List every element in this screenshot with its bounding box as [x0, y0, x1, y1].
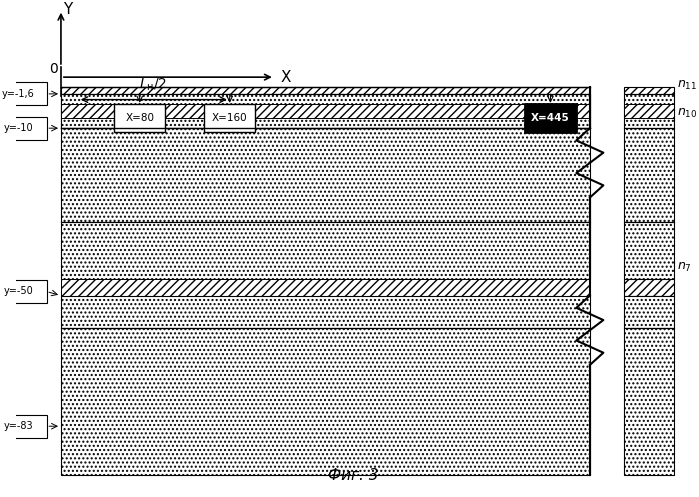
FancyBboxPatch shape: [61, 296, 590, 328]
FancyBboxPatch shape: [624, 128, 675, 222]
FancyBboxPatch shape: [115, 104, 165, 132]
FancyBboxPatch shape: [624, 104, 675, 118]
FancyBboxPatch shape: [61, 328, 590, 475]
Text: $n_{11}$: $n_{11}$: [677, 79, 697, 92]
Text: y=-10: y=-10: [3, 123, 33, 133]
FancyBboxPatch shape: [0, 117, 47, 140]
FancyBboxPatch shape: [624, 296, 675, 328]
Text: $n_7$: $n_7$: [677, 260, 691, 273]
FancyBboxPatch shape: [624, 87, 675, 94]
FancyBboxPatch shape: [624, 279, 675, 296]
FancyBboxPatch shape: [61, 128, 590, 222]
Text: X: X: [280, 70, 291, 84]
Text: y=-50: y=-50: [3, 286, 33, 297]
Text: X=160: X=160: [212, 113, 247, 123]
FancyBboxPatch shape: [61, 87, 590, 94]
FancyBboxPatch shape: [525, 104, 576, 132]
FancyBboxPatch shape: [61, 222, 590, 279]
Text: Фиг. 3: Фиг. 3: [329, 468, 379, 483]
FancyBboxPatch shape: [61, 94, 590, 128]
FancyBboxPatch shape: [0, 280, 47, 303]
FancyBboxPatch shape: [624, 94, 675, 128]
Text: $n_{10}$: $n_{10}$: [677, 107, 697, 120]
FancyBboxPatch shape: [61, 94, 590, 128]
Text: y=-1,6: y=-1,6: [2, 89, 34, 99]
FancyBboxPatch shape: [624, 222, 675, 279]
FancyBboxPatch shape: [204, 104, 255, 132]
Text: X=445: X=445: [531, 113, 570, 123]
Text: y=-83: y=-83: [3, 421, 33, 431]
FancyBboxPatch shape: [624, 328, 675, 475]
Text: $L_{\rm н}/2$: $L_{\rm н}/2$: [139, 77, 167, 93]
FancyBboxPatch shape: [0, 415, 47, 438]
Text: X=80: X=80: [125, 113, 154, 123]
Text: 0: 0: [49, 62, 57, 76]
Text: Y: Y: [63, 2, 73, 17]
FancyBboxPatch shape: [0, 83, 47, 105]
FancyBboxPatch shape: [61, 279, 590, 296]
FancyBboxPatch shape: [61, 104, 590, 118]
